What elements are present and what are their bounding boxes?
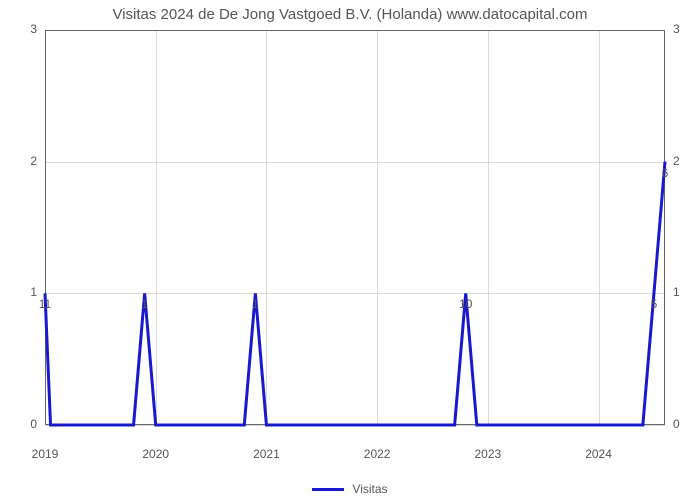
data-point-label: 5: [651, 297, 658, 311]
plot-area: 2019202020212022202320240011223311111056: [45, 30, 665, 425]
line-series: [45, 30, 665, 425]
y-tick-label-right: 1: [673, 285, 680, 299]
data-point-label: 11: [39, 297, 51, 311]
legend-swatch: [312, 488, 344, 491]
x-tick-label: 2023: [474, 447, 501, 461]
y-tick-label-right: 3: [673, 22, 680, 36]
y-tick-label: 3: [30, 22, 37, 36]
chart-title: Visitas 2024 de De Jong Vastgoed B.V. (H…: [0, 6, 700, 23]
data-point-label: 1: [252, 297, 259, 311]
y-tick-label-right: 2: [673, 154, 680, 168]
y-tick-label: 2: [30, 154, 37, 168]
x-tick-label: 2022: [364, 447, 391, 461]
series-line: [45, 162, 665, 425]
legend-label: Visitas: [352, 482, 387, 496]
y-tick-label: 1: [30, 285, 37, 299]
data-point-label: 10: [459, 297, 472, 311]
x-tick-label: 2024: [585, 447, 612, 461]
legend: Visitas: [0, 482, 700, 496]
x-tick-label: 2019: [32, 447, 59, 461]
y-tick-label-right: 0: [673, 417, 680, 431]
data-point-label: 6: [662, 166, 669, 180]
x-tick-label: 2021: [253, 447, 280, 461]
chart-container: Visitas 2024 de De Jong Vastgoed B.V. (H…: [0, 0, 700, 500]
data-point-label: 1: [141, 297, 148, 311]
y-tick-label: 0: [30, 417, 37, 431]
x-tick-label: 2020: [142, 447, 169, 461]
